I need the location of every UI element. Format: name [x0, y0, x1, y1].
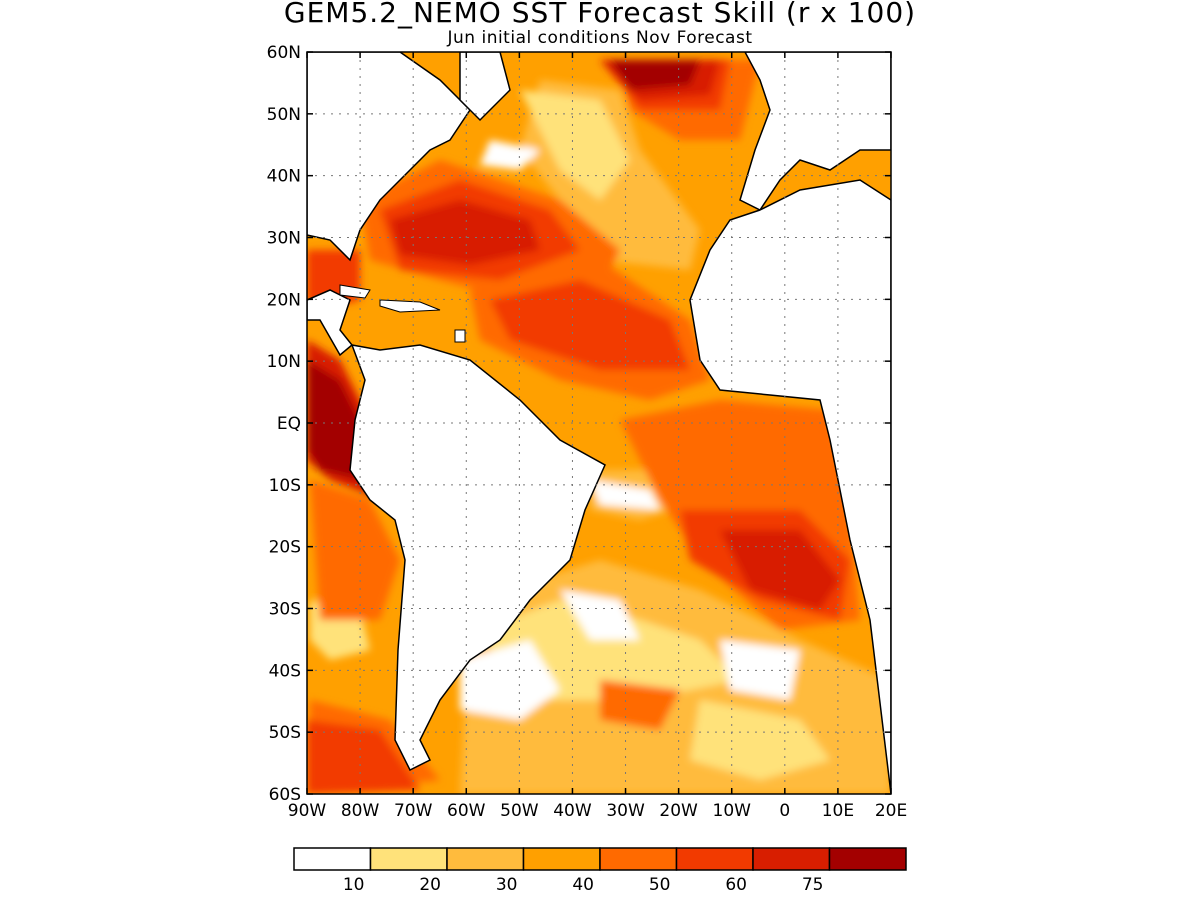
lon-tick-label: 70W — [394, 801, 433, 821]
map-subtitle: Jun initial conditions Nov Forecast — [447, 28, 753, 48]
gridlines — [307, 52, 891, 794]
lon-tick-label: 40W — [553, 801, 592, 821]
lat-tick-label: 30S — [269, 600, 301, 620]
colorbar-swatch — [369, 847, 448, 871]
longitude-labels: 90W 80W 70W 60W 50W 40W 30W 20W 10W 0 10E 20E — [288, 801, 907, 821]
colorbar-swatch — [293, 847, 372, 871]
lon-tick-label: 60W — [447, 801, 486, 821]
lon-tick-label: 30W — [606, 801, 645, 821]
lat-tick-label: 40N — [267, 167, 301, 187]
lon-tick-label: 80W — [341, 801, 380, 821]
colorbar-swatch — [446, 847, 525, 871]
axis-ticks — [306, 51, 892, 795]
colorbar-swatch — [675, 847, 754, 871]
colorbar-label: 30 — [496, 875, 518, 895]
colorbar-label: 20 — [419, 875, 441, 895]
lon-tick-label: 50W — [500, 801, 539, 821]
colorbar-label: 10 — [343, 875, 365, 895]
map-title: GEM5.2_NEMO SST Forecast Skill (r x 100) — [283, 0, 917, 29]
lat-tick-label: 60S — [269, 785, 301, 805]
lat-tick-label: 20N — [267, 290, 301, 310]
lat-tick-label: 30N — [267, 229, 301, 249]
lon-tick-label: 90W — [288, 801, 327, 821]
lat-tick-label: EQ — [277, 414, 301, 434]
lon-tick-label: 20E — [875, 801, 907, 821]
colorbar-label: 40 — [572, 875, 594, 895]
colorbar-swatch — [599, 847, 678, 871]
colorbar-swatch — [828, 847, 907, 871]
lon-tick-label: 10E — [822, 801, 854, 821]
land-masses — [307, 52, 891, 794]
colorbar-swatch — [522, 847, 601, 871]
colorbar-label: 60 — [725, 875, 747, 895]
lat-tick-label: 60N — [267, 43, 301, 63]
lat-tick-label: 10N — [267, 352, 301, 372]
lon-tick-label: 10W — [713, 801, 752, 821]
colorbar-label: 50 — [649, 875, 671, 895]
colorbar-swatch — [752, 847, 831, 871]
lon-tick-label: 0 — [779, 801, 790, 821]
lat-tick-label: 50N — [267, 105, 301, 125]
lat-tick-label: 40S — [269, 661, 301, 681]
lat-tick-label: 50S — [269, 723, 301, 743]
lat-tick-label: 20S — [269, 538, 301, 558]
colorbar-label: 75 — [802, 875, 824, 895]
caribbean-islands — [339, 284, 466, 343]
lat-tick-label: 10S — [269, 476, 301, 496]
latitude-labels: 60N 50N 40N 30N 20N 10N EQ 10S 20S 30S 40S 50S 60S — [267, 43, 301, 805]
lon-tick-label: 20W — [659, 801, 698, 821]
colorbar: 10 20 30 40 50 60 75 — [293, 847, 907, 895]
